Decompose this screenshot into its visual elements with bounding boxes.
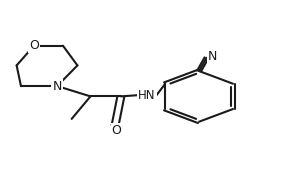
Text: N: N: [208, 50, 218, 63]
Text: N: N: [52, 80, 62, 93]
Text: O: O: [29, 39, 39, 52]
Text: HN: HN: [138, 89, 156, 102]
Text: O: O: [112, 124, 121, 137]
